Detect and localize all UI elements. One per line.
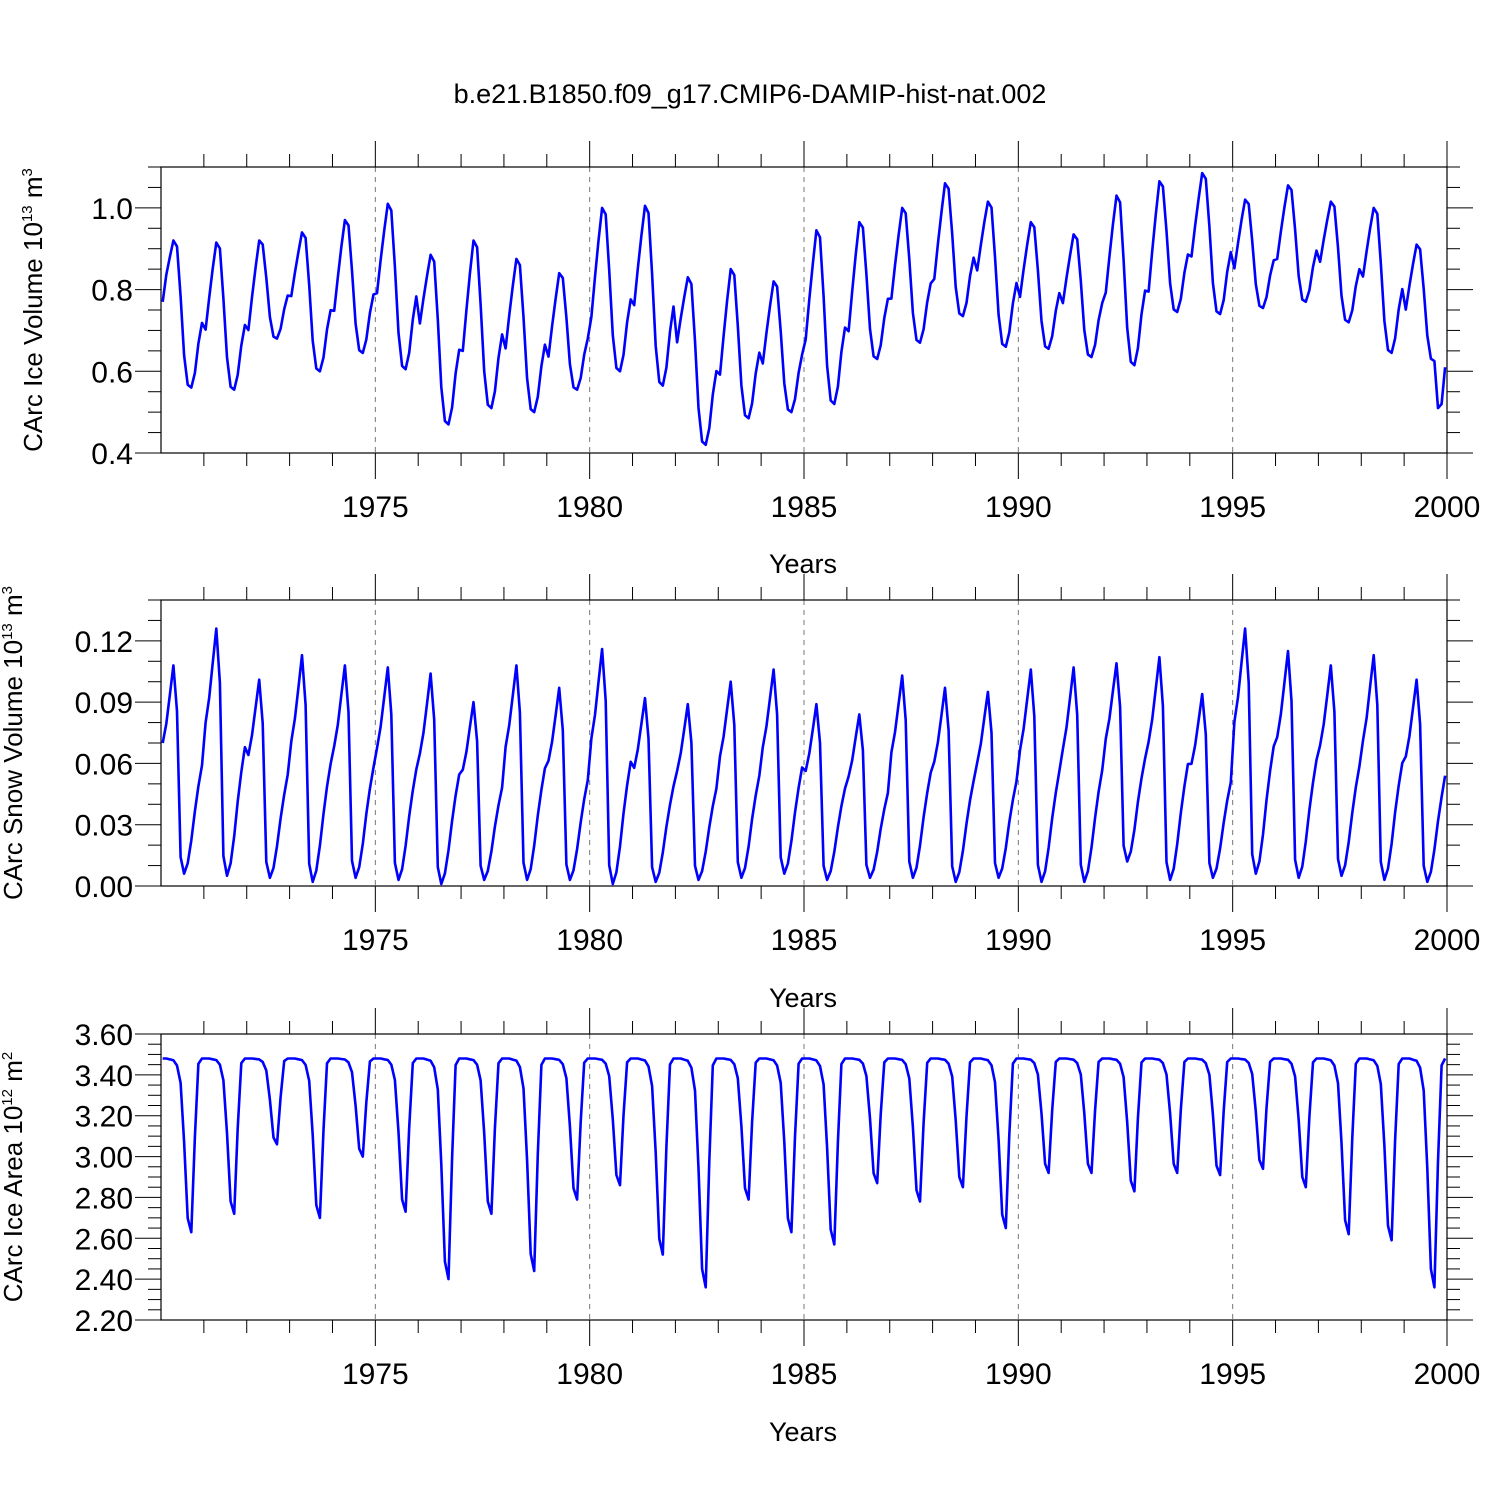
x-tick-label: 2000 (1414, 924, 1481, 957)
x-tick-label: 1995 (1199, 924, 1266, 957)
x-tick-label: 1980 (556, 1358, 623, 1391)
x-tick-label: 1995 (1199, 1358, 1266, 1391)
x-axis-label: Years (769, 549, 837, 579)
x-tick-label: 1990 (985, 491, 1052, 524)
x-tick-label: 1980 (556, 491, 623, 524)
y-tick-label: 0.09 (75, 687, 133, 720)
x-axis-label: Years (769, 983, 837, 1013)
y-tick-label: 0.03 (75, 810, 133, 843)
y-axis-label: CArc Snow Volume 1013 m3 (0, 586, 28, 900)
panel-snow-volume: 1975 1980 1985 1990 1995 2000 0.00 0.03 0.06 0.09… (0, 574, 1480, 1013)
y-tick-label: 1.0 (91, 193, 133, 226)
x-tick-label: 1995 (1199, 491, 1266, 524)
x-tick-label: 2000 (1414, 491, 1481, 524)
y-tick-label: 2.20 (75, 1305, 133, 1338)
y-tick-label: 3.00 (75, 1142, 133, 1175)
y-tick-label: 3.40 (75, 1060, 133, 1093)
series-line (162, 1057, 1447, 1289)
y-axis-label: CArc Ice Volume 1013 m3 (18, 168, 48, 452)
y-tick-label: 0.00 (75, 871, 133, 904)
y-tick-label: 2.40 (75, 1264, 133, 1297)
x-tick-label: 1985 (771, 491, 838, 524)
figure-title: b.e21.B1850.f09_g17.CMIP6-DAMIP-hist-nat… (454, 79, 1047, 109)
x-tick-label: 1975 (342, 1358, 409, 1391)
series-line (161, 171, 1447, 447)
x-tick-label: 1980 (556, 924, 623, 957)
x-tick-label: 1990 (985, 924, 1052, 957)
y-tick-label: 0.06 (75, 748, 133, 781)
x-axis-label: Years (769, 1417, 837, 1447)
panel-ice-area: 1975 1980 1985 1990 1995 2000 2.20 2.40 2.60 2.80… (0, 1008, 1480, 1447)
y-tick-label: 0.8 (91, 275, 133, 308)
x-tick-label: 1985 (771, 1358, 838, 1391)
series-line (161, 627, 1447, 886)
y-tick-label: 0.6 (91, 356, 133, 389)
y-tick-label: 3.60 (75, 1019, 133, 1052)
panel-ice-volume: 1975 1980 1985 1990 1995 2000 0.4 0.6 0.8 1.0 Yea… (18, 141, 1480, 579)
y-tick-label: 0.12 (75, 626, 133, 659)
x-tick-label: 1985 (771, 924, 838, 957)
y-tick-label: 0.4 (91, 438, 133, 471)
y-tick-label: 2.60 (75, 1223, 133, 1256)
x-tick-label: 1975 (342, 491, 409, 524)
y-tick-label: 2.80 (75, 1182, 133, 1215)
y-tick-label: 3.20 (75, 1101, 133, 1134)
y-axis-label: CArc Ice Area 1012 m2 (0, 1052, 28, 1302)
x-tick-label: 1975 (342, 924, 409, 957)
x-tick-label: 1990 (985, 1358, 1052, 1391)
x-tick-label: 2000 (1414, 1358, 1481, 1391)
